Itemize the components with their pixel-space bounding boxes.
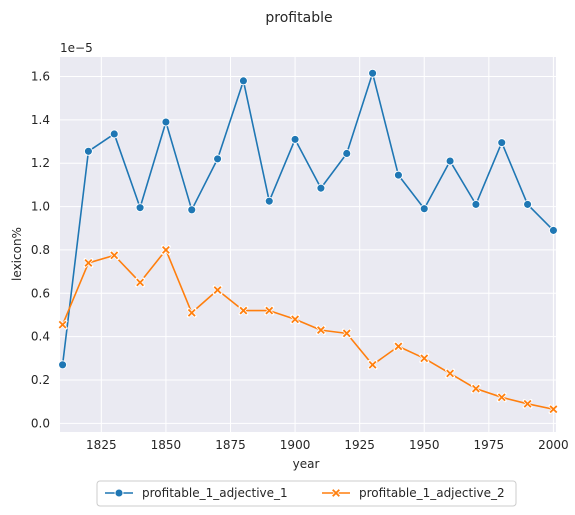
x-tick-label: 1900 (280, 438, 311, 452)
data-point (290, 134, 300, 144)
marker-stroke (239, 306, 248, 315)
data-point (445, 156, 455, 166)
marker-stroke (332, 489, 340, 497)
data-point (316, 325, 326, 336)
data-point (419, 353, 430, 364)
marker-stroke (161, 245, 170, 254)
marker-stroke (368, 360, 377, 369)
legend-label: profitable_1_adjective_2 (359, 486, 505, 500)
data-point (186, 307, 197, 318)
marker-stroke (316, 326, 325, 335)
marker-stroke (497, 393, 506, 402)
data-point (264, 305, 275, 316)
data-point (83, 258, 94, 268)
y-tick-label: 0.2 (31, 373, 50, 387)
data-point (548, 225, 558, 235)
data-point (187, 205, 197, 215)
data-point (135, 203, 145, 213)
marker-stroke (420, 354, 429, 363)
marker-stroke (84, 258, 93, 267)
y-tick-label: 0.4 (31, 330, 50, 344)
x-tick-label: 2000 (538, 438, 569, 452)
x-axis-label: year (293, 457, 320, 471)
marker-stroke (265, 306, 274, 315)
data-point (419, 204, 429, 214)
series-1 (58, 68, 558, 370)
data-point (393, 341, 404, 352)
marker-stroke (446, 369, 455, 378)
x-tick-label: 1850 (151, 438, 182, 452)
marker-stroke (342, 329, 351, 338)
legend-marker (114, 488, 124, 498)
data-point (523, 199, 533, 209)
data-point (238, 76, 248, 86)
x-tick-label: 1950 (409, 438, 440, 452)
data-point (471, 199, 481, 209)
data-point (316, 183, 326, 193)
y-tick-label: 1.4 (31, 113, 50, 127)
y-tick-label: 1.0 (31, 200, 50, 214)
legend-box (96, 480, 517, 507)
series-line (61, 72, 554, 365)
y-tick-label: 1.6 (31, 70, 50, 84)
data-point (445, 368, 455, 379)
data-point (368, 68, 378, 78)
marker-stroke (523, 399, 532, 408)
data-point (471, 383, 481, 394)
x-tick-label: 1975 (474, 438, 505, 452)
marker-stroke (187, 308, 196, 317)
legend-entry-2: profitable_1_adjective_2 (322, 486, 505, 500)
data-point (393, 170, 403, 180)
legend-marker (331, 488, 341, 498)
data-point (83, 146, 93, 156)
chart-title: profitable (265, 10, 332, 26)
marker-stroke (291, 315, 300, 324)
y-tick-label: 0.6 (31, 286, 50, 300)
marker-stroke (471, 384, 480, 393)
data-point (367, 359, 378, 370)
data-point (238, 305, 249, 316)
data-point (341, 328, 352, 339)
y-axis-ticks: 0.0 0.2 0.4 0.6 0.8 1.0 1.2 1.4 1.6 (31, 70, 50, 431)
data-point (135, 277, 145, 288)
marker-stroke (549, 405, 558, 414)
marker-stroke (58, 320, 67, 329)
y-axis-label: lexicon% (10, 227, 24, 281)
data-point (58, 360, 68, 370)
series (57, 68, 559, 415)
y-tick-label: 0.8 (31, 243, 50, 257)
legend-entry-1: profitable_1_adjective_1 (105, 486, 288, 500)
marker-stroke (394, 342, 403, 351)
x-axis-ticks: 1825 1850 1875 1900 1925 1950 1975 2000 (86, 438, 569, 452)
data-point (57, 319, 68, 330)
data-point (161, 245, 171, 255)
data-point (109, 250, 120, 261)
y-axis-multiplier: 1e−5 (60, 41, 93, 55)
x-tick-label: 1825 (86, 438, 117, 452)
data-point (290, 314, 300, 325)
x-tick-label: 1925 (344, 438, 375, 452)
marker-stroke (213, 286, 222, 294)
data-point (522, 398, 533, 409)
y-tick-label: 0.0 (31, 416, 50, 430)
y-tick-label: 1.2 (31, 156, 50, 170)
marker-stroke (136, 278, 145, 287)
data-point (264, 196, 274, 206)
data-point (161, 117, 171, 127)
data-point (496, 392, 507, 403)
legend-label: profitable_1_adjective_1 (142, 486, 288, 500)
data-point (212, 285, 223, 295)
plot-area (60, 57, 556, 432)
data-point (548, 404, 559, 415)
legend: profitable_1_adjective_1 profitable_1_adj… (96, 480, 517, 507)
marker-stroke (110, 251, 119, 260)
data-point (342, 149, 352, 158)
data-point (213, 154, 223, 164)
data-point (497, 138, 507, 148)
series-2 (57, 245, 559, 415)
data-point (109, 129, 119, 139)
x-tick-label: 1875 (215, 438, 246, 452)
